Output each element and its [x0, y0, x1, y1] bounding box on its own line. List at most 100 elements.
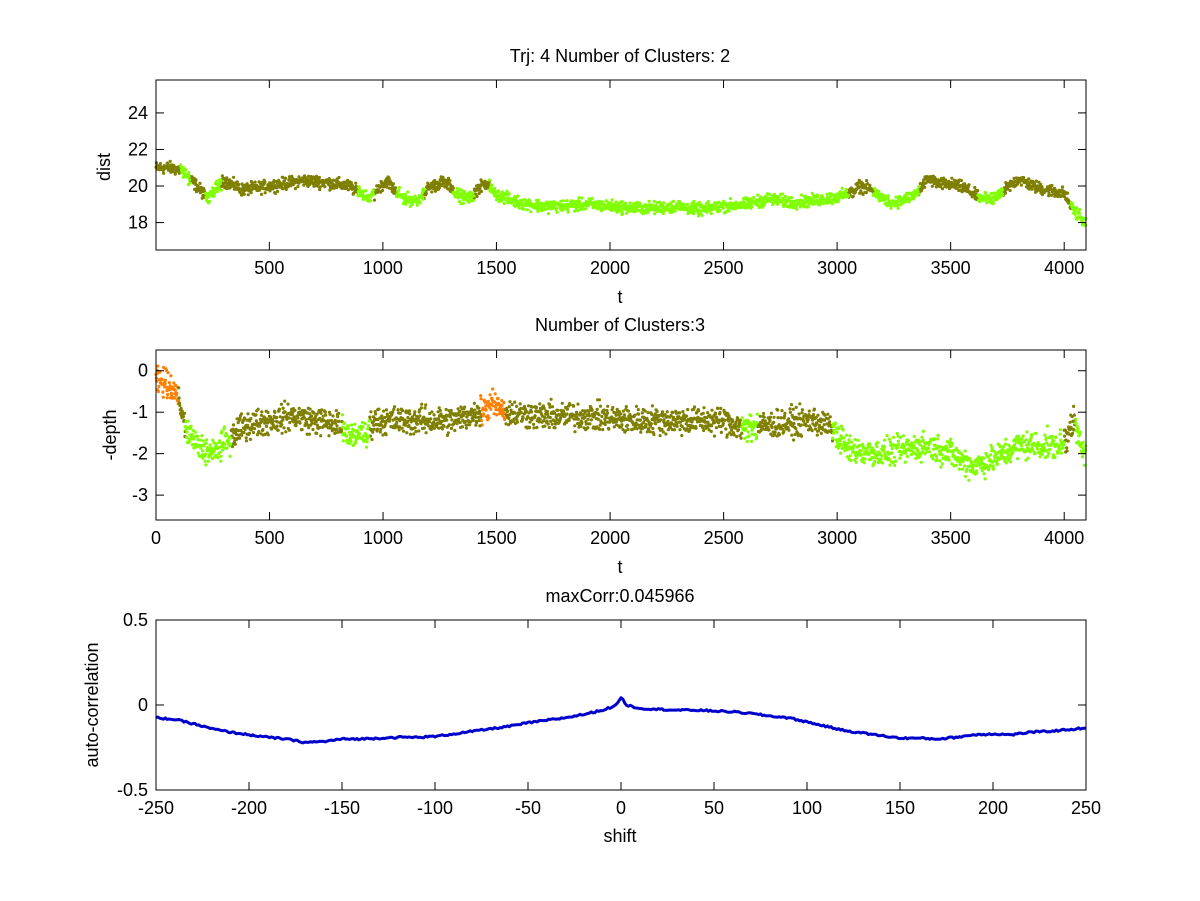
scatter-point — [219, 188, 223, 192]
scatter-point — [280, 423, 284, 427]
scatter-point — [225, 176, 229, 180]
scatter-point — [744, 426, 748, 430]
scatter-point — [346, 426, 350, 430]
scatter-point — [888, 440, 893, 444]
scatter-point — [307, 426, 311, 430]
scatter-point — [952, 448, 956, 452]
scatter-point — [662, 201, 666, 205]
x-tick-label: 1500 — [476, 258, 516, 278]
scatter-point — [493, 186, 497, 190]
scatter-point — [261, 428, 265, 432]
scatter-point — [268, 181, 272, 185]
scatter-point — [1000, 451, 1004, 455]
scatter-point — [335, 185, 339, 189]
scatter-point — [598, 427, 602, 431]
scatter-point — [276, 428, 280, 432]
scatter-point — [246, 193, 250, 197]
scatter-point — [445, 184, 449, 188]
scatter-point — [900, 450, 905, 454]
scatter-point — [468, 423, 472, 427]
scatter-point — [248, 437, 253, 441]
scatter-point — [218, 445, 222, 449]
scatter-point — [479, 419, 483, 423]
scatter-point — [722, 199, 726, 203]
scatter-point — [887, 437, 891, 441]
scatter-point — [658, 434, 662, 438]
scatter-point — [643, 211, 647, 215]
scatter-point — [365, 440, 369, 444]
scatter-point — [404, 202, 408, 206]
scatter-point — [697, 409, 701, 413]
scatter-point — [702, 428, 706, 433]
scatter-point — [780, 192, 785, 196]
scatter-point — [723, 418, 727, 422]
scatter-point — [457, 417, 461, 421]
scatter-point — [971, 467, 975, 471]
scatter-point — [384, 421, 388, 425]
scatter-point — [339, 430, 343, 434]
scatter-point — [783, 414, 787, 418]
scatter-point — [526, 415, 530, 419]
scatter-point — [321, 414, 325, 418]
scatter-point — [844, 190, 848, 194]
scatter-point — [598, 404, 603, 408]
scatter-point — [718, 411, 722, 415]
scatter-point — [297, 406, 301, 410]
scatter-point — [515, 420, 519, 424]
scatter-point — [840, 186, 844, 190]
scatter-point — [721, 206, 725, 210]
scatter-point — [348, 441, 352, 445]
scatter-point — [185, 430, 189, 434]
scatter-point — [586, 426, 590, 430]
scatter-point — [460, 425, 464, 429]
scatter-point — [978, 200, 982, 204]
scatter-point — [619, 412, 623, 416]
scatter-point — [522, 404, 527, 409]
scatter-point — [254, 413, 258, 417]
scatter-point — [921, 438, 925, 442]
scatter-point — [278, 407, 282, 411]
scatter-point — [964, 474, 968, 478]
scatter-point — [347, 430, 351, 434]
scatter-point — [675, 424, 679, 428]
scatter-point — [354, 181, 358, 185]
scatter-point — [940, 187, 945, 191]
scatter-point — [282, 179, 287, 183]
scatter-point — [248, 419, 252, 423]
scatter-point — [258, 424, 262, 428]
scatter-point — [652, 432, 656, 437]
scatter-point — [800, 434, 804, 438]
scatter-point — [163, 378, 167, 382]
scatter-point — [1063, 434, 1067, 438]
scatter-point — [1032, 182, 1037, 186]
scatter-point — [1053, 194, 1057, 198]
scatter-point — [584, 420, 588, 424]
scatter-point — [478, 412, 482, 416]
scatter-point — [793, 432, 797, 437]
scatter-point — [576, 417, 580, 421]
scatter-point — [409, 420, 413, 424]
scatter-point — [798, 402, 802, 406]
scatter-point — [673, 208, 677, 212]
scatter-point — [270, 427, 274, 431]
scatter-point — [936, 437, 940, 441]
scatter-point — [790, 433, 794, 437]
scatter-point — [724, 427, 728, 431]
scatter-point — [816, 195, 820, 199]
scatter-point — [200, 196, 204, 200]
scatter-point — [780, 427, 785, 431]
scatter-point — [988, 463, 992, 467]
scatter-point — [545, 409, 550, 414]
scatter-point — [162, 171, 166, 175]
scatter-point — [463, 405, 467, 409]
scatter-point — [956, 183, 960, 187]
scatter-point — [583, 207, 588, 211]
scatter-point — [586, 417, 590, 421]
scatter-point — [315, 423, 319, 427]
scatter-point — [730, 428, 734, 432]
scatter-point — [408, 204, 412, 209]
scatter-point — [628, 201, 632, 205]
scatter-point — [323, 185, 327, 189]
scatter-point — [957, 467, 962, 471]
scatter-point — [515, 404, 519, 408]
